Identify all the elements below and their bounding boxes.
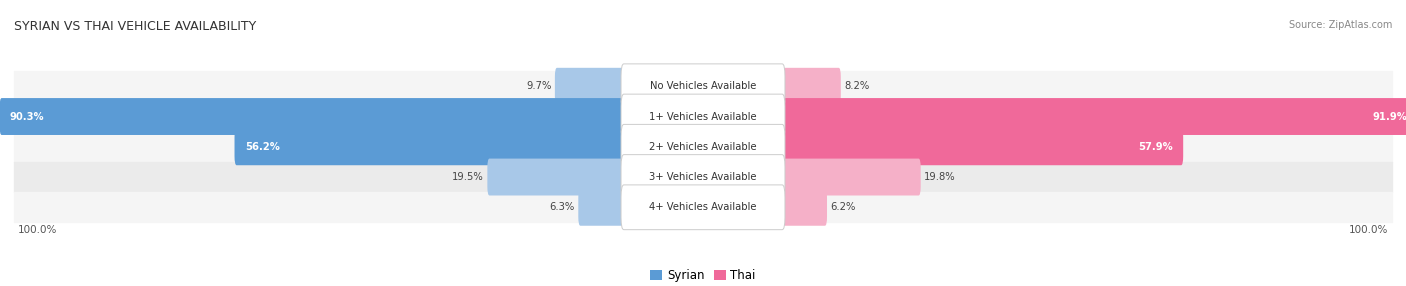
Text: 6.3%: 6.3% xyxy=(550,202,575,212)
FancyBboxPatch shape xyxy=(555,68,626,105)
FancyBboxPatch shape xyxy=(621,185,785,230)
Bar xyxy=(14,71,1392,102)
Legend: Syrian, Thai: Syrian, Thai xyxy=(645,265,761,286)
Bar xyxy=(14,132,1392,162)
Text: 4+ Vehicles Available: 4+ Vehicles Available xyxy=(650,202,756,212)
Text: 9.7%: 9.7% xyxy=(526,81,551,91)
Text: 100.0%: 100.0% xyxy=(17,225,56,235)
Text: 56.2%: 56.2% xyxy=(245,142,280,152)
Text: 6.2%: 6.2% xyxy=(831,202,856,212)
Text: 2+ Vehicles Available: 2+ Vehicles Available xyxy=(650,142,756,152)
FancyBboxPatch shape xyxy=(488,158,626,196)
FancyBboxPatch shape xyxy=(780,189,827,226)
FancyBboxPatch shape xyxy=(780,158,921,196)
FancyBboxPatch shape xyxy=(621,64,785,109)
FancyBboxPatch shape xyxy=(780,98,1406,135)
FancyBboxPatch shape xyxy=(780,68,841,105)
FancyBboxPatch shape xyxy=(0,98,626,135)
Text: 19.5%: 19.5% xyxy=(453,172,484,182)
FancyBboxPatch shape xyxy=(235,128,626,165)
Bar xyxy=(14,102,1392,132)
Text: Source: ZipAtlas.com: Source: ZipAtlas.com xyxy=(1288,20,1392,30)
Text: 100.0%: 100.0% xyxy=(1350,225,1389,235)
Text: No Vehicles Available: No Vehicles Available xyxy=(650,81,756,91)
Text: 19.8%: 19.8% xyxy=(924,172,956,182)
Text: 3+ Vehicles Available: 3+ Vehicles Available xyxy=(650,172,756,182)
Text: 57.9%: 57.9% xyxy=(1137,142,1173,152)
Text: 8.2%: 8.2% xyxy=(844,81,869,91)
FancyBboxPatch shape xyxy=(621,124,785,169)
Bar xyxy=(14,192,1392,223)
FancyBboxPatch shape xyxy=(780,128,1184,165)
FancyBboxPatch shape xyxy=(621,94,785,139)
Text: 91.9%: 91.9% xyxy=(1372,112,1406,122)
FancyBboxPatch shape xyxy=(578,189,626,226)
Text: SYRIAN VS THAI VEHICLE AVAILABILITY: SYRIAN VS THAI VEHICLE AVAILABILITY xyxy=(14,20,256,33)
Bar xyxy=(14,162,1392,192)
FancyBboxPatch shape xyxy=(621,155,785,199)
Text: 90.3%: 90.3% xyxy=(10,112,45,122)
Text: 1+ Vehicles Available: 1+ Vehicles Available xyxy=(650,112,756,122)
